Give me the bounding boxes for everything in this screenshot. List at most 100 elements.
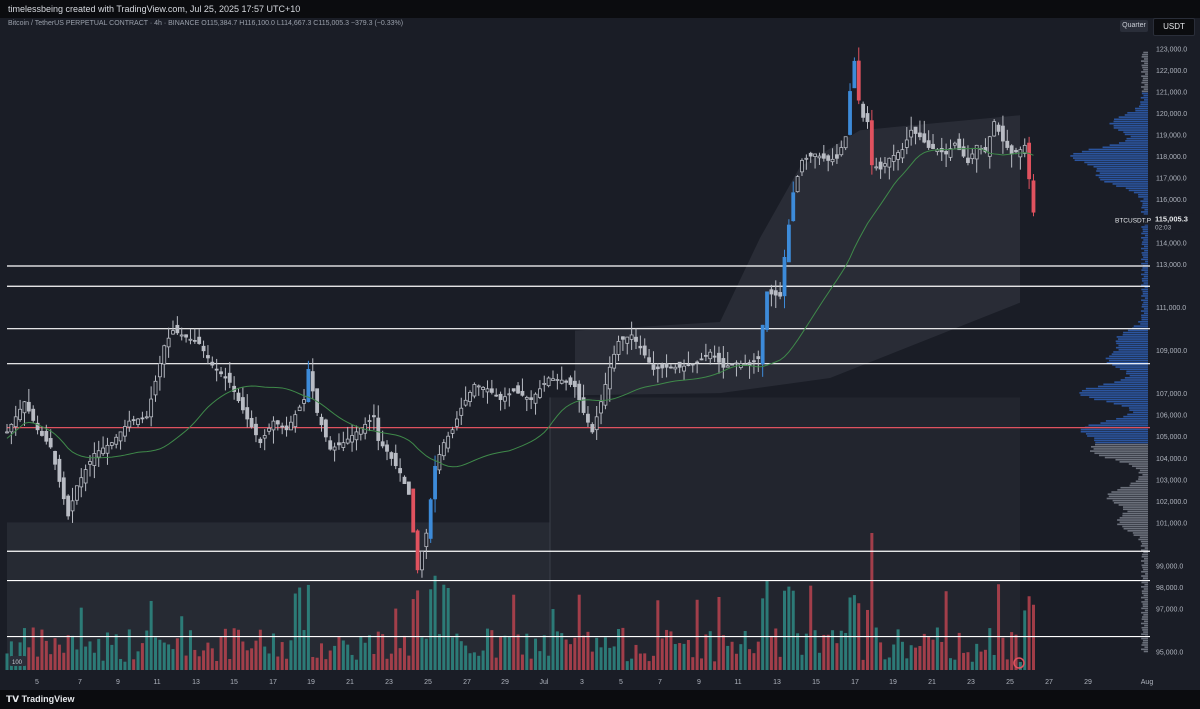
volume-bar	[634, 644, 638, 670]
candle-body	[26, 401, 31, 412]
volume-bar	[983, 649, 987, 670]
scale-badge: 100	[12, 660, 23, 666]
volume-bar	[953, 659, 957, 670]
volume-profile-bar	[1142, 230, 1148, 233]
volume-profile-bar	[1072, 157, 1148, 159]
volume-profile-bar	[1141, 232, 1148, 235]
volume-profile-bar	[1144, 598, 1148, 601]
volume-profile-bar	[1123, 527, 1148, 530]
candle-body	[931, 143, 935, 149]
candle-body	[433, 465, 437, 500]
volume-bar	[180, 616, 184, 670]
candle-body	[66, 495, 71, 517]
volume-bar	[302, 630, 306, 670]
candle-body	[227, 372, 232, 383]
volume-bar	[71, 635, 75, 670]
volume-profile-bar	[1141, 648, 1148, 651]
volume-profile-bar	[1139, 536, 1148, 539]
volume-profile-bar	[1144, 249, 1148, 252]
volume-profile-bar	[1144, 84, 1148, 86]
price-chart[interactable]: 111,959.5109,990.8108,366.899,660.095,70…	[0, 18, 1200, 690]
volume-bar	[394, 608, 398, 670]
candle-body	[957, 138, 962, 151]
candle-body	[699, 358, 704, 361]
volume-profile-bar	[1142, 241, 1148, 243]
volume-profile-bar	[1122, 506, 1148, 508]
chart-area[interactable]: 111,959.5109,990.8108,366.899,660.095,70…	[0, 18, 1200, 690]
volume-profile-bar	[1094, 437, 1148, 439]
quarter-button[interactable]: Quarter	[1120, 20, 1148, 32]
candle-body	[1001, 125, 1005, 142]
volume-bar	[271, 633, 275, 670]
tradingview-logo[interactable]: 𝗧𝗩 TradingView	[6, 694, 75, 704]
price-tick-label: 103,000.0	[1156, 477, 1187, 484]
currency-button[interactable]: USDT	[1153, 18, 1195, 36]
price-axis	[1150, 18, 1200, 690]
candle-body	[332, 446, 337, 451]
volume-profile-bar	[1141, 607, 1148, 610]
candle-body	[420, 551, 424, 571]
volume-bar	[896, 629, 900, 670]
volume-profile-bar	[1141, 316, 1148, 319]
volume-profile-bar	[1080, 430, 1148, 433]
price-tick-label: 109,000.0	[1156, 348, 1187, 355]
volume-profile-bar	[1105, 420, 1148, 422]
volume-profile-bar	[1141, 295, 1148, 297]
candle-body	[61, 477, 66, 500]
volume-profile-bar	[1093, 165, 1148, 168]
volume-bar	[468, 653, 472, 670]
volume-bar	[420, 637, 424, 670]
volume-bar	[612, 646, 616, 670]
volume-profile-bar	[1144, 583, 1148, 586]
volume-bar	[105, 632, 109, 670]
candle-body	[996, 124, 1001, 132]
candle-body	[402, 476, 407, 485]
volume-bar	[665, 629, 669, 670]
candle-body	[620, 336, 625, 340]
candle-body	[35, 422, 40, 431]
candle-body	[498, 393, 503, 400]
volume-profile-bar	[1123, 331, 1148, 334]
volume-profile-bar	[1120, 486, 1148, 489]
volume-bar	[1027, 596, 1031, 670]
volume-bar	[765, 580, 769, 670]
volume-bar	[927, 636, 931, 670]
candle-body	[826, 155, 831, 161]
volume-bar	[905, 658, 909, 670]
volume-bar	[507, 636, 511, 670]
volume-profile-bar	[1138, 471, 1148, 474]
candle-body	[114, 436, 119, 445]
candle-body	[5, 431, 9, 434]
volume-profile-bar	[1141, 60, 1148, 62]
volume-profile-bar	[1141, 314, 1148, 317]
volume-profile-bar	[1089, 396, 1148, 399]
candle-body	[795, 176, 800, 193]
candle-body	[690, 363, 695, 366]
candle-body	[337, 442, 341, 446]
volume-bar	[948, 658, 952, 670]
volume-profile-bar	[1141, 86, 1148, 88]
price-tick-label: 97,000.0	[1156, 607, 1183, 614]
volume-profile-bar	[1140, 549, 1148, 551]
candle-body	[883, 163, 887, 167]
candle-body	[966, 157, 970, 163]
symbol-info: Bitcoin / TetherUS PERPETUAL CONTRACT · …	[8, 20, 404, 27]
candle-body	[206, 355, 210, 359]
volume-bar	[643, 653, 647, 670]
candle-body	[524, 397, 529, 400]
candle-body	[385, 444, 389, 452]
volume-profile-bar	[1144, 624, 1148, 627]
candle-body	[376, 417, 381, 441]
volume-profile-bar	[1122, 525, 1148, 528]
candle-body	[1005, 140, 1010, 148]
volume-bar	[464, 645, 468, 670]
candle-body	[551, 378, 555, 381]
candle-body	[481, 386, 486, 390]
candle-body	[254, 423, 258, 436]
volume-profile-bar	[1141, 71, 1148, 73]
volume-profile-bar	[1141, 269, 1148, 271]
candle-body	[642, 345, 647, 356]
candle-body	[782, 256, 787, 297]
candle-body	[992, 121, 997, 137]
candle-body	[354, 431, 359, 441]
